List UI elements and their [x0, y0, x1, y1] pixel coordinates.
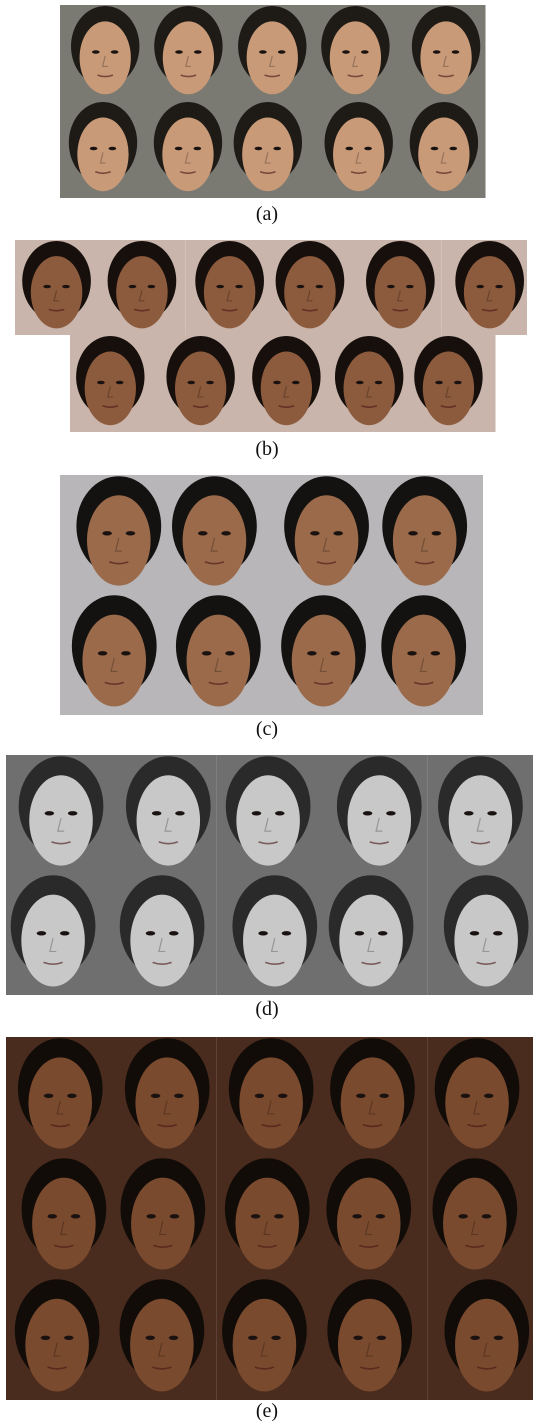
face-photo-c-2-1 — [60, 594, 166, 715]
face-photo-b-1-3 — [186, 240, 272, 335]
panel-b — [15, 240, 527, 432]
face-photo-e-1-4 — [322, 1037, 428, 1157]
panel-c — [60, 475, 482, 715]
face-photo-b-1-1 — [15, 240, 101, 335]
face-photo-e-1-1 — [6, 1037, 112, 1157]
face-photo-d-1-1 — [6, 755, 112, 874]
face-photo-d-2-5 — [428, 874, 534, 995]
face-photo-c-1-3 — [271, 475, 377, 594]
face-photo-e-3-4 — [322, 1278, 428, 1400]
face-photo-e-3-1 — [6, 1278, 112, 1400]
face-photo-c-1-4 — [377, 475, 483, 594]
face-photo-a-2-3 — [230, 101, 316, 198]
face-photo-e-3-3 — [217, 1278, 323, 1400]
caption-d: (d) — [0, 998, 534, 1020]
face-photo-e-2-3 — [217, 1157, 323, 1278]
face-photo-b-2-3 — [240, 335, 326, 432]
face-photo-d-1-2 — [111, 755, 217, 874]
face-photo-b-2-1 — [70, 335, 156, 432]
face-photo-e-1-2 — [111, 1037, 217, 1157]
face-photo-c-2-3 — [271, 594, 377, 715]
face-photo-e-2-5 — [428, 1157, 534, 1278]
face-photo-d-1-4 — [322, 755, 428, 874]
face-photo-e-2-1 — [6, 1157, 112, 1278]
face-photo-d-1-3 — [217, 755, 323, 874]
caption-e: (e) — [0, 1400, 534, 1422]
caption-b: (b) — [0, 438, 534, 460]
face-photo-b-1-2 — [100, 240, 186, 335]
face-photo-e-1-5 — [428, 1037, 534, 1157]
face-photo-d-2-3 — [217, 874, 323, 995]
panel-d — [6, 755, 533, 995]
face-photo-a-1-4 — [315, 5, 401, 101]
face-photo-e-1-3 — [217, 1037, 323, 1157]
face-photo-b-2-2 — [155, 335, 241, 432]
caption-c: (c) — [0, 718, 534, 740]
face-photo-b-2-5 — [410, 335, 496, 432]
panel-e — [6, 1037, 533, 1400]
face-photo-c-2-2 — [166, 594, 272, 715]
face-photo-a-2-1 — [60, 101, 146, 198]
face-photo-d-2-1 — [6, 874, 112, 995]
face-photo-b-1-5 — [356, 240, 442, 335]
face-photo-a-1-1 — [60, 5, 146, 101]
face-photo-a-2-5 — [400, 101, 486, 198]
caption-a: (a) — [0, 203, 534, 225]
face-photo-a-1-2 — [145, 5, 231, 101]
face-photo-e-3-2 — [111, 1278, 217, 1400]
face-photo-a-1-3 — [230, 5, 316, 101]
face-photo-e-2-4 — [322, 1157, 428, 1278]
face-photo-d-2-4 — [322, 874, 428, 995]
face-photo-c-1-1 — [60, 475, 166, 594]
face-photo-c-2-4 — [377, 594, 483, 715]
face-photo-a-2-4 — [315, 101, 401, 198]
face-photo-a-1-5 — [400, 5, 486, 101]
face-photo-b-2-4 — [325, 335, 411, 432]
face-photo-b-1-6 — [442, 240, 528, 335]
face-photo-d-1-5 — [428, 755, 534, 874]
face-photo-e-2-2 — [111, 1157, 217, 1278]
face-photo-b-1-4 — [271, 240, 357, 335]
face-photo-c-1-2 — [166, 475, 272, 594]
panel-a — [60, 5, 485, 198]
face-photo-a-2-2 — [145, 101, 231, 198]
face-photo-e-3-5 — [428, 1278, 534, 1400]
face-photo-d-2-2 — [111, 874, 217, 995]
